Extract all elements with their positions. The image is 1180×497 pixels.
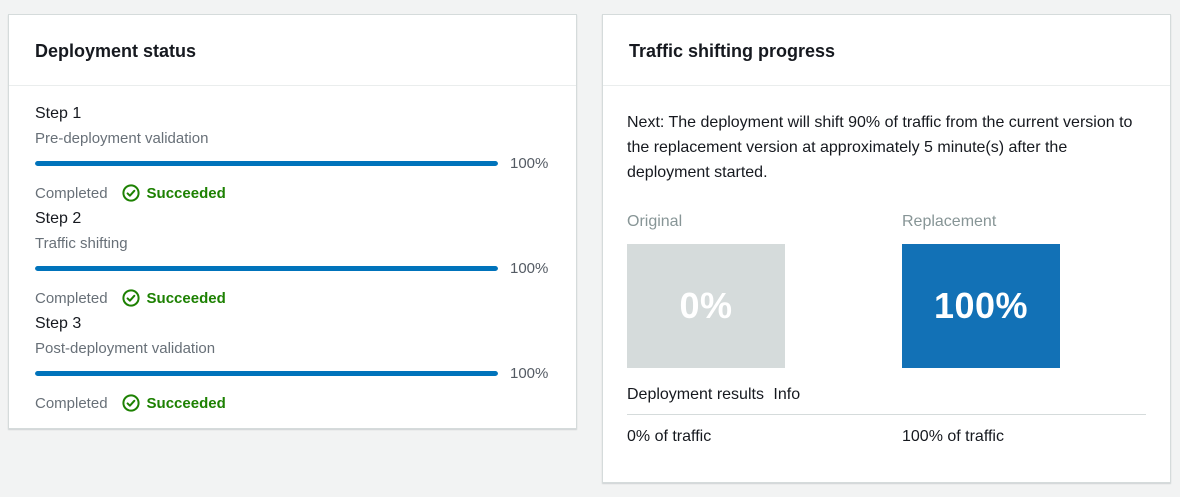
status-succeeded-label: Succeeded bbox=[146, 289, 226, 307]
replacement-percent-box: 100% bbox=[902, 244, 1060, 368]
deployment-status-body: Step 1 Pre-deployment validation 100% Co… bbox=[9, 86, 576, 439]
check-circle-icon bbox=[121, 394, 140, 412]
progress-bar-row: 100% bbox=[35, 259, 550, 278]
progress-bar-fill bbox=[35, 266, 498, 271]
status-succeeded-label: Succeeded bbox=[146, 394, 226, 412]
check-circle-icon bbox=[121, 184, 140, 202]
progress-bar-row: 100% bbox=[35, 154, 550, 173]
deployment-results-row: Deployment results Info bbox=[627, 385, 1146, 405]
percent-boxes-row: 0% 100% bbox=[627, 244, 1146, 368]
deployment-step-1: Step 1 Pre-deployment validation 100% Co… bbox=[35, 104, 550, 203]
deployment-results-label: Deployment results bbox=[627, 386, 764, 403]
check-circle-icon bbox=[121, 289, 140, 307]
status-completed-label: Completed bbox=[35, 184, 108, 202]
deployment-status-title: Deployment status bbox=[9, 15, 576, 86]
progress-bar-fill bbox=[35, 161, 498, 166]
deployment-step-2: Step 2 Traffic shifting 100% Completed S… bbox=[35, 209, 550, 308]
deployment-step-3: Step 3 Post-deployment validation 100% C… bbox=[35, 314, 550, 413]
progress-bar-fill bbox=[35, 371, 498, 376]
progress-bar bbox=[35, 161, 498, 166]
step-name: Step 2 bbox=[35, 210, 82, 227]
status-succeeded-label: Succeeded bbox=[146, 184, 226, 202]
progress-percent-label: 100% bbox=[510, 365, 549, 382]
step-name: Step 1 bbox=[35, 105, 82, 122]
replacement-label: Replacement bbox=[902, 213, 997, 230]
version-labels-row: Original Replacement bbox=[627, 212, 1146, 244]
original-traffic-label: 0% of traffic bbox=[627, 428, 712, 445]
original-percent-box: 0% bbox=[627, 244, 785, 368]
original-label: Original bbox=[627, 213, 683, 230]
step-status-row: Completed Succeeded bbox=[35, 183, 550, 203]
step-status-row: Completed Succeeded bbox=[35, 288, 550, 308]
progress-bar-row: 100% bbox=[35, 364, 550, 383]
step-description: Post-deployment validation bbox=[35, 340, 216, 357]
progress-bar bbox=[35, 266, 498, 271]
step-description: Traffic shifting bbox=[35, 235, 128, 252]
step-name: Step 3 bbox=[35, 315, 82, 332]
progress-percent-label: 100% bbox=[510, 155, 549, 172]
results-divider bbox=[627, 414, 1146, 415]
step-description: Pre-deployment validation bbox=[35, 130, 209, 147]
progress-percent-label: 100% bbox=[510, 260, 549, 277]
step-status-row: Completed Succeeded bbox=[35, 393, 550, 413]
replacement-traffic-label: 100% of traffic bbox=[902, 428, 1004, 445]
info-link[interactable]: Info bbox=[773, 386, 801, 403]
traffic-shifting-title: Traffic shifting progress bbox=[603, 15, 1170, 86]
traffic-shifting-card: Traffic shifting progress Next: The depl… bbox=[602, 14, 1171, 483]
deployment-status-card: Deployment status Step 1 Pre-deployment … bbox=[8, 14, 577, 429]
replacement-percent-value: 100% bbox=[933, 285, 1029, 326]
original-percent-value: 0% bbox=[679, 285, 733, 326]
traffic-shifting-body: Next: The deployment will shift 90% of t… bbox=[603, 86, 1170, 467]
status-completed-label: Completed bbox=[35, 394, 108, 412]
next-step-message: Next: The deployment will shift 90% of t… bbox=[627, 114, 1133, 181]
traffic-split-row: 0% of traffic 100% of traffic bbox=[627, 427, 1146, 447]
status-completed-label: Completed bbox=[35, 289, 108, 307]
progress-bar bbox=[35, 371, 498, 376]
